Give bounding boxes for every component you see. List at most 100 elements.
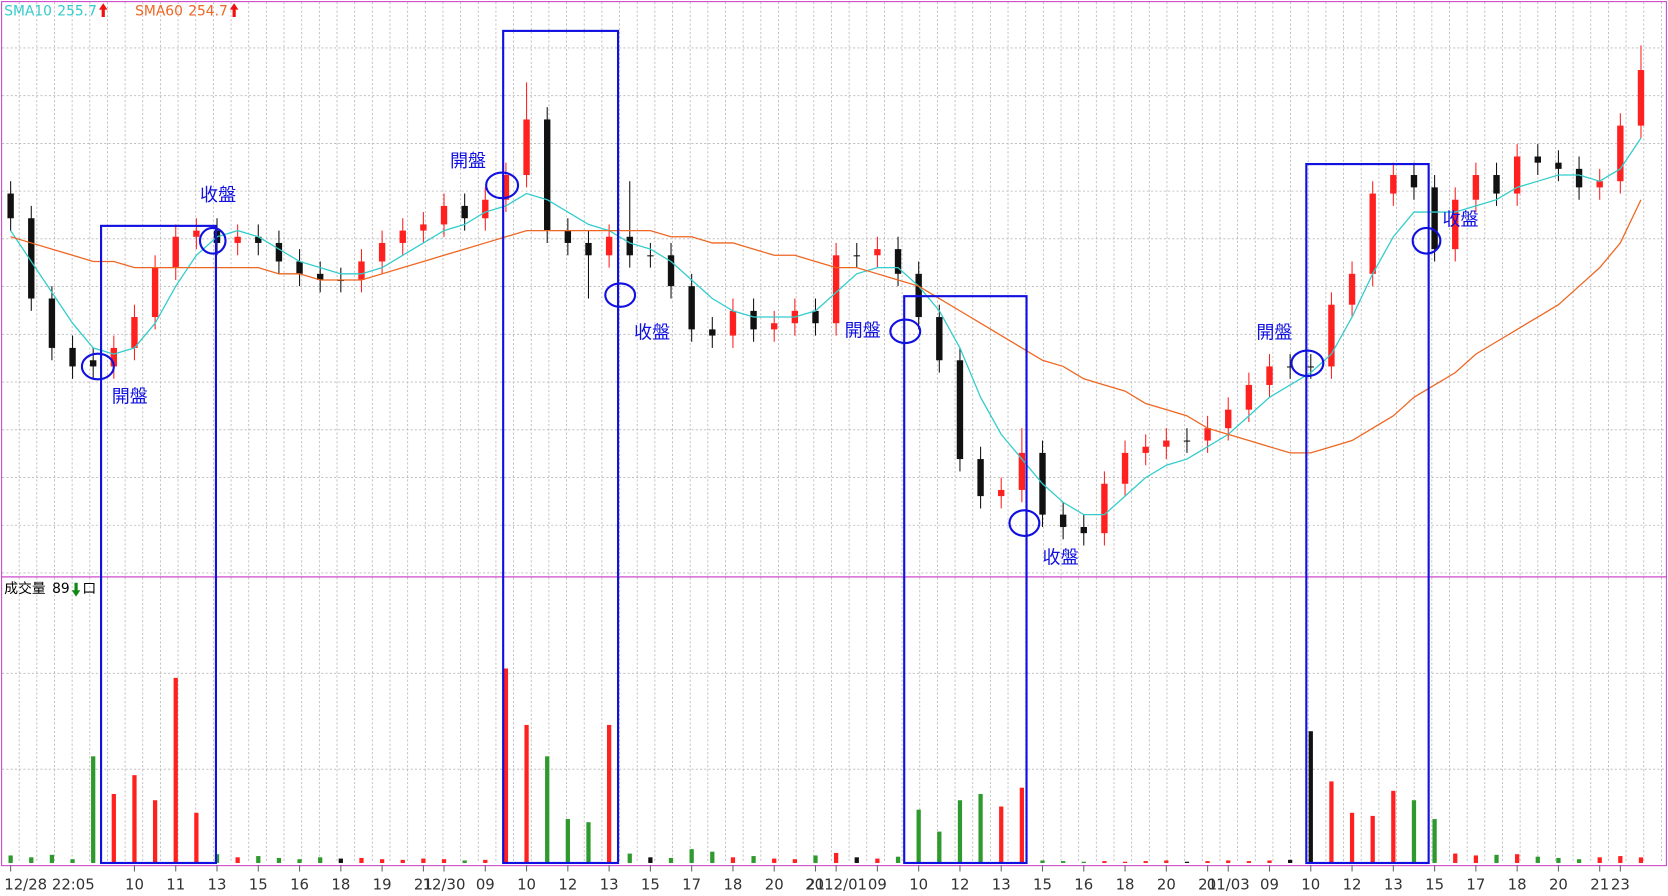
candle-body [1617,125,1624,182]
volume-bar [1391,790,1396,863]
volume-bar [173,677,178,863]
volume-bar [565,819,570,863]
volume-bar [586,822,591,863]
candle-body [1121,452,1129,484]
x-tick-label: 19 [373,875,392,893]
candle-body [894,249,902,274]
volume-bar [606,724,612,863]
volume-bar [276,857,282,863]
volume-bar [668,857,674,863]
volume-bar [875,858,880,863]
volume-bar [400,859,405,863]
x-tick-label: 16 [1074,875,1093,893]
volume-bar [1432,819,1437,863]
volume-bar [957,800,963,863]
up-arrow-icon [98,3,108,18]
volume-bar [1308,731,1313,863]
candle-body [151,267,159,318]
candle-body [420,224,427,231]
volume-bar [648,857,653,863]
candle-body [998,489,1005,497]
x-tick-label: 12 [558,875,577,893]
volume-bar [1597,857,1602,863]
candle-body [1266,366,1273,385]
candle-body [172,236,179,268]
x-tick-label: 09 [868,875,887,893]
candle-body [1059,514,1067,527]
highlight-ellipse [1008,509,1041,537]
volume-bar [1143,861,1148,863]
volume-bar [1494,854,1499,863]
volume-bar [834,852,839,863]
volume-bar [462,860,467,863]
candle-body [544,119,551,231]
candle-body [1328,304,1335,367]
volume-bar [999,806,1004,863]
candle-body [399,230,406,243]
volume-bar [132,775,137,863]
candle-body [1575,168,1583,188]
x-tick-label: 12/30 [423,875,466,893]
candle-body [193,230,200,237]
down-arrow-icon [71,582,81,597]
x-tick-label: 21 [414,875,433,893]
volume-bar [235,857,240,863]
annotation-label: 開盤 [450,151,486,172]
volume-bar [627,853,632,863]
volume-bar [751,856,756,863]
candle-body [7,193,14,219]
volume-bar [503,668,509,863]
x-tick-label: 2012/01 [805,875,867,893]
candle-body [1018,452,1026,490]
volume-bar [1349,812,1355,863]
x-tick-label: 23 [1611,875,1630,893]
volume-bar [441,859,447,863]
candle-body [1286,366,1294,368]
volume-bar [545,756,550,863]
x-tick-label: 12 [1343,875,1362,893]
x-tick-label: 17 [682,875,701,893]
sma-line [10,199,1642,454]
candle-body [647,255,654,257]
candle-body [1307,366,1314,368]
x-tick-label: 18 [723,875,742,893]
highlight-ellipse [198,226,227,255]
volume-bar [730,857,736,863]
candle-body [956,360,964,460]
volume-bar [256,856,261,863]
volume-bar [916,809,921,863]
legend-value: 254.7 [188,4,228,20]
highlight-ellipse [80,352,115,381]
candle-body [1245,384,1253,410]
x-tick-label: 12/28 22:05 [4,875,94,893]
highlight-box [502,29,620,865]
candle-body [131,317,138,348]
candle-body [667,255,675,287]
x-tick-label: 21 [1590,875,1609,893]
x-tick-label: 13 [600,875,619,893]
volume-bar [1267,860,1272,863]
volume-last-value: 89 [52,581,70,597]
candle-body [1101,483,1108,534]
volume-bar [318,857,323,863]
volume-bar [1535,856,1540,863]
highlight-ellipse [485,171,520,200]
candle-body [771,323,778,330]
grid [2,2,1666,863]
candle-body [936,317,943,361]
x-tick-label: 18 [1508,875,1527,893]
candle-body [234,236,241,243]
volume-bar [421,858,426,863]
x-tick-label: 01/03 [1207,875,1250,893]
candle-body [832,255,840,324]
x-tick-label: 16 [290,875,309,893]
candle-body [89,360,97,367]
x-tick-label: 10 [517,875,536,893]
candle-body [1534,156,1541,163]
highlight-ellipse [604,282,637,308]
volume-bar [29,857,34,863]
volume-bar [978,793,983,863]
annotation-boxes [80,29,1442,865]
highlight-ellipse [889,318,922,345]
